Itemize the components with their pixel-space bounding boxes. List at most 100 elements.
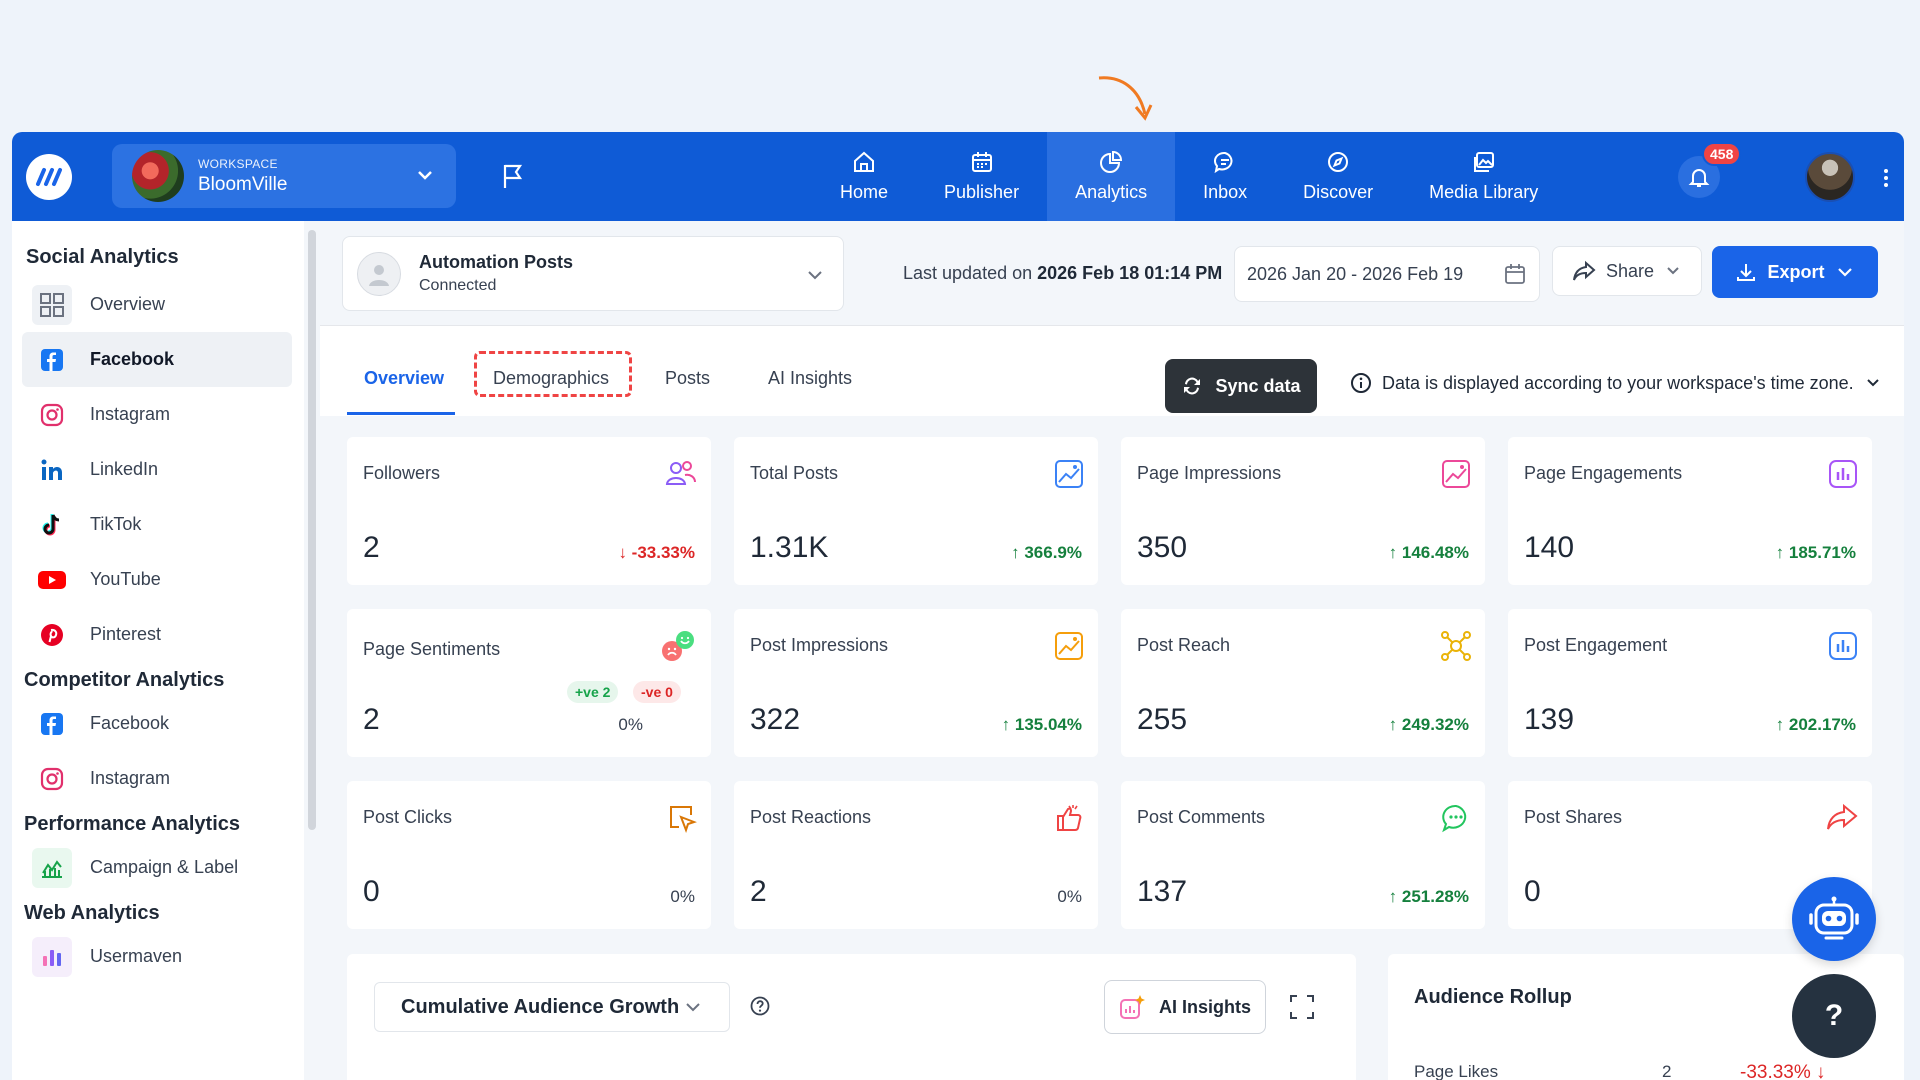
sidebar-section-competitor: Competitor Analytics <box>24 669 225 691</box>
metric-title: Total Posts <box>750 463 839 483</box>
last-updated-prefix: Last updated on <box>903 263 1033 283</box>
flag-icon[interactable] <box>500 162 526 190</box>
chat-icon <box>1214 151 1233 174</box>
nav-analytics[interactable]: Analytics <box>1047 132 1176 221</box>
ai-insights-button[interactable]: AI Insights <box>1104 980 1266 1034</box>
expand-icon[interactable] <box>1287 992 1317 1022</box>
sidebar-item-label: Overview <box>90 294 166 314</box>
metric-change: 0% <box>1057 887 1082 906</box>
image-chart-icon <box>1055 632 1083 660</box>
sidebar-item-competitor-facebook[interactable]: Facebook <box>22 696 292 751</box>
growth-chart-selector[interactable]: Cumulative Audience Growth <box>374 982 730 1032</box>
nav-inbox-label: Inbox <box>1203 182 1248 202</box>
linkedin-icon <box>32 450 72 490</box>
comment-icon <box>1442 804 1467 833</box>
timezone-note[interactable]: Data is displayed according to your work… <box>1350 372 1882 394</box>
workspace-selector[interactable]: WORKSPACE BloomVille <box>112 144 456 208</box>
metric-value: 350 <box>1137 531 1188 564</box>
nav-inbox[interactable]: Inbox <box>1175 132 1275 221</box>
metric-title: Page Engagements <box>1524 463 1683 483</box>
metric-change: ↑ 185.71% <box>1775 543 1856 562</box>
chevron-down-icon <box>1667 267 1679 275</box>
metric-title: Post Impressions <box>750 635 889 655</box>
tab-posts[interactable]: Posts <box>665 368 711 388</box>
pie-chart-icon <box>1100 150 1123 173</box>
more-vertical-icon[interactable] <box>1882 168 1890 188</box>
metric-change-value: 251.28% <box>1401 887 1469 906</box>
help-button[interactable]: ? <box>1792 974 1876 1058</box>
chevron-down-icon <box>1866 379 1879 387</box>
sidebar-section-web: Web Analytics <box>24 902 160 924</box>
metric-title: Followers <box>363 463 441 483</box>
robot-icon <box>1809 896 1859 940</box>
share-button[interactable]: Share <box>1552 246 1702 296</box>
metric-card-post-reactions: Post Reactions 2 0% <box>734 781 1098 929</box>
share-label: Share <box>1605 260 1655 281</box>
usermaven-icon <box>32 936 72 977</box>
user-avatar[interactable] <box>1805 152 1855 202</box>
sync-data-button[interactable]: Sync data <box>1165 359 1317 413</box>
tab-demographics[interactable]: Demographics <box>493 368 610 388</box>
ai-insights-label: AI Insights <box>1158 996 1251 1017</box>
notification-count-badge: 458 <box>1702 142 1742 166</box>
sidebar-section-performance: Performance Analytics <box>24 813 241 835</box>
metric-value: 0 <box>363 875 380 908</box>
metric-change: 0% <box>670 887 695 906</box>
metric-title: Post Comments <box>1137 807 1266 827</box>
youtube-icon <box>32 560 72 600</box>
tab-overview[interactable]: Overview <box>364 368 445 388</box>
rollup-row-value: 2 <box>1662 1062 1672 1080</box>
metric-change: ↑ 366.9% <box>1011 543 1082 562</box>
nav-discover[interactable]: Discover <box>1275 132 1401 221</box>
sidebar-item-tiktok[interactable]: TikTok <box>22 497 292 552</box>
sidebar-item-label: Campaign & Label <box>90 857 239 877</box>
nav-home[interactable]: Home <box>812 132 916 221</box>
export-button[interactable]: Export <box>1712 246 1878 298</box>
metric-change: 0% <box>618 715 643 734</box>
metric-title: Post Engagement <box>1524 635 1668 655</box>
chevron-down-icon <box>808 271 822 280</box>
share-icon <box>1572 260 1596 281</box>
sync-data-label: Sync data <box>1215 375 1301 396</box>
metric-change: ↑ 202.17% <box>1775 715 1856 734</box>
metric-change-value: 366.9% <box>1024 543 1082 562</box>
calendar-icon <box>1505 264 1525 284</box>
date-range-picker[interactable]: 2026 Jan 20 - 2026 Feb 19 <box>1234 246 1540 302</box>
metric-value: 137 <box>1137 875 1188 908</box>
tiktok-icon <box>32 505 72 545</box>
sidebar-item-competitor-instagram[interactable]: Instagram <box>22 751 292 806</box>
sidebar-item-usermaven[interactable]: Usermaven <box>22 929 292 984</box>
chevron-down-icon <box>686 1003 700 1012</box>
chatbot-button[interactable] <box>1792 877 1876 961</box>
sidebar-item-label: YouTube <box>90 569 161 589</box>
sidebar-item-label: Usermaven <box>90 946 183 966</box>
tab-ai-insights[interactable]: AI Insights <box>768 368 853 388</box>
nav-publisher[interactable]: Publisher <box>916 132 1047 221</box>
metric-card-page-impressions: Page Impressions 350 ↑ 146.48% <box>1121 437 1485 585</box>
nav-media-library-label: Media Library <box>1429 182 1539 202</box>
sidebar-item-label: Instagram <box>90 768 171 788</box>
sidebar-scrollbar[interactable] <box>308 230 316 830</box>
sidebar-item-campaign-label[interactable]: Campaign & Label <box>22 840 292 895</box>
metric-change: ↑ 251.28% <box>1388 887 1469 906</box>
nav-media-library[interactable]: Media Library <box>1401 132 1566 221</box>
metric-change: ↑ 146.48% <box>1388 543 1469 562</box>
header-divider <box>320 325 1904 326</box>
metric-change-value: 185.71% <box>1788 543 1856 562</box>
image-icon <box>1473 152 1494 172</box>
sidebar-item-overview[interactable]: Overview <box>22 277 292 332</box>
sidebar-item-pinterest[interactable]: Pinterest <box>22 607 292 662</box>
sidebar-item-youtube[interactable]: YouTube <box>22 552 292 607</box>
account-selector[interactable]: Automation Posts Connected <box>342 236 844 311</box>
account-status: Connected <box>419 277 497 294</box>
sidebar-item-label: Pinterest <box>90 624 162 644</box>
app-logo[interactable] <box>26 154 72 200</box>
account-name: Automation Posts <box>419 252 574 272</box>
sidebar-item-facebook[interactable]: Facebook <box>22 332 292 387</box>
metric-title: Post Reactions <box>750 807 872 827</box>
sidebar-item-label: Facebook <box>90 349 175 369</box>
help-circle-icon[interactable] <box>750 996 770 1016</box>
metric-value: 2 <box>363 703 380 736</box>
sidebar-item-linkedin[interactable]: LinkedIn <box>22 442 292 497</box>
sidebar-item-instagram[interactable]: Instagram <box>22 387 292 442</box>
